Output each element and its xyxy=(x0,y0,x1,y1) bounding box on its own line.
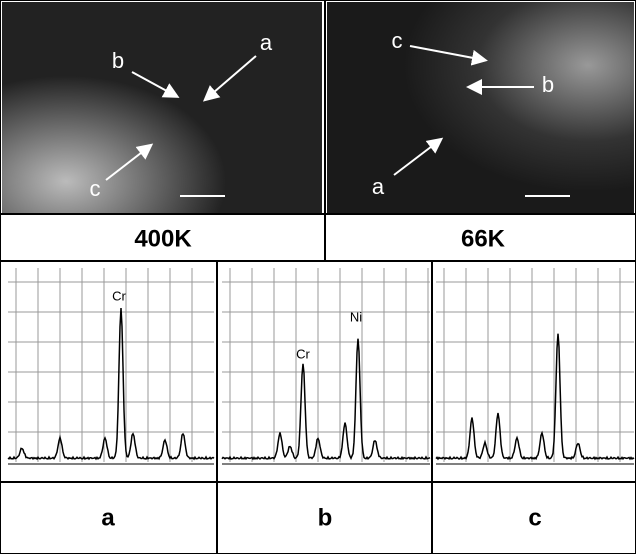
caption: 66K xyxy=(461,225,506,252)
sem-image xyxy=(327,2,634,213)
peak-label: Cr xyxy=(296,346,310,361)
spectrum xyxy=(435,333,635,461)
spectra xyxy=(7,268,635,465)
peak-label: Cr xyxy=(112,288,126,303)
image-label: a xyxy=(372,174,385,199)
caption: c xyxy=(528,504,541,531)
caption: 400K xyxy=(134,225,192,252)
arrow xyxy=(409,45,488,66)
caption: a xyxy=(101,504,115,531)
spectrum xyxy=(7,307,215,461)
sem-image xyxy=(2,2,322,213)
arrow xyxy=(202,55,257,102)
arrow xyxy=(105,143,154,181)
image-label: a xyxy=(260,30,273,55)
spectrum xyxy=(221,338,431,461)
arrow xyxy=(393,137,444,176)
image-label: b xyxy=(542,72,554,97)
caption: b xyxy=(318,504,333,531)
arrow xyxy=(131,71,180,98)
image-label: b xyxy=(112,48,124,73)
image-label: c xyxy=(90,176,101,201)
image-label: c xyxy=(392,28,403,53)
peak-label: Ni xyxy=(350,309,362,324)
